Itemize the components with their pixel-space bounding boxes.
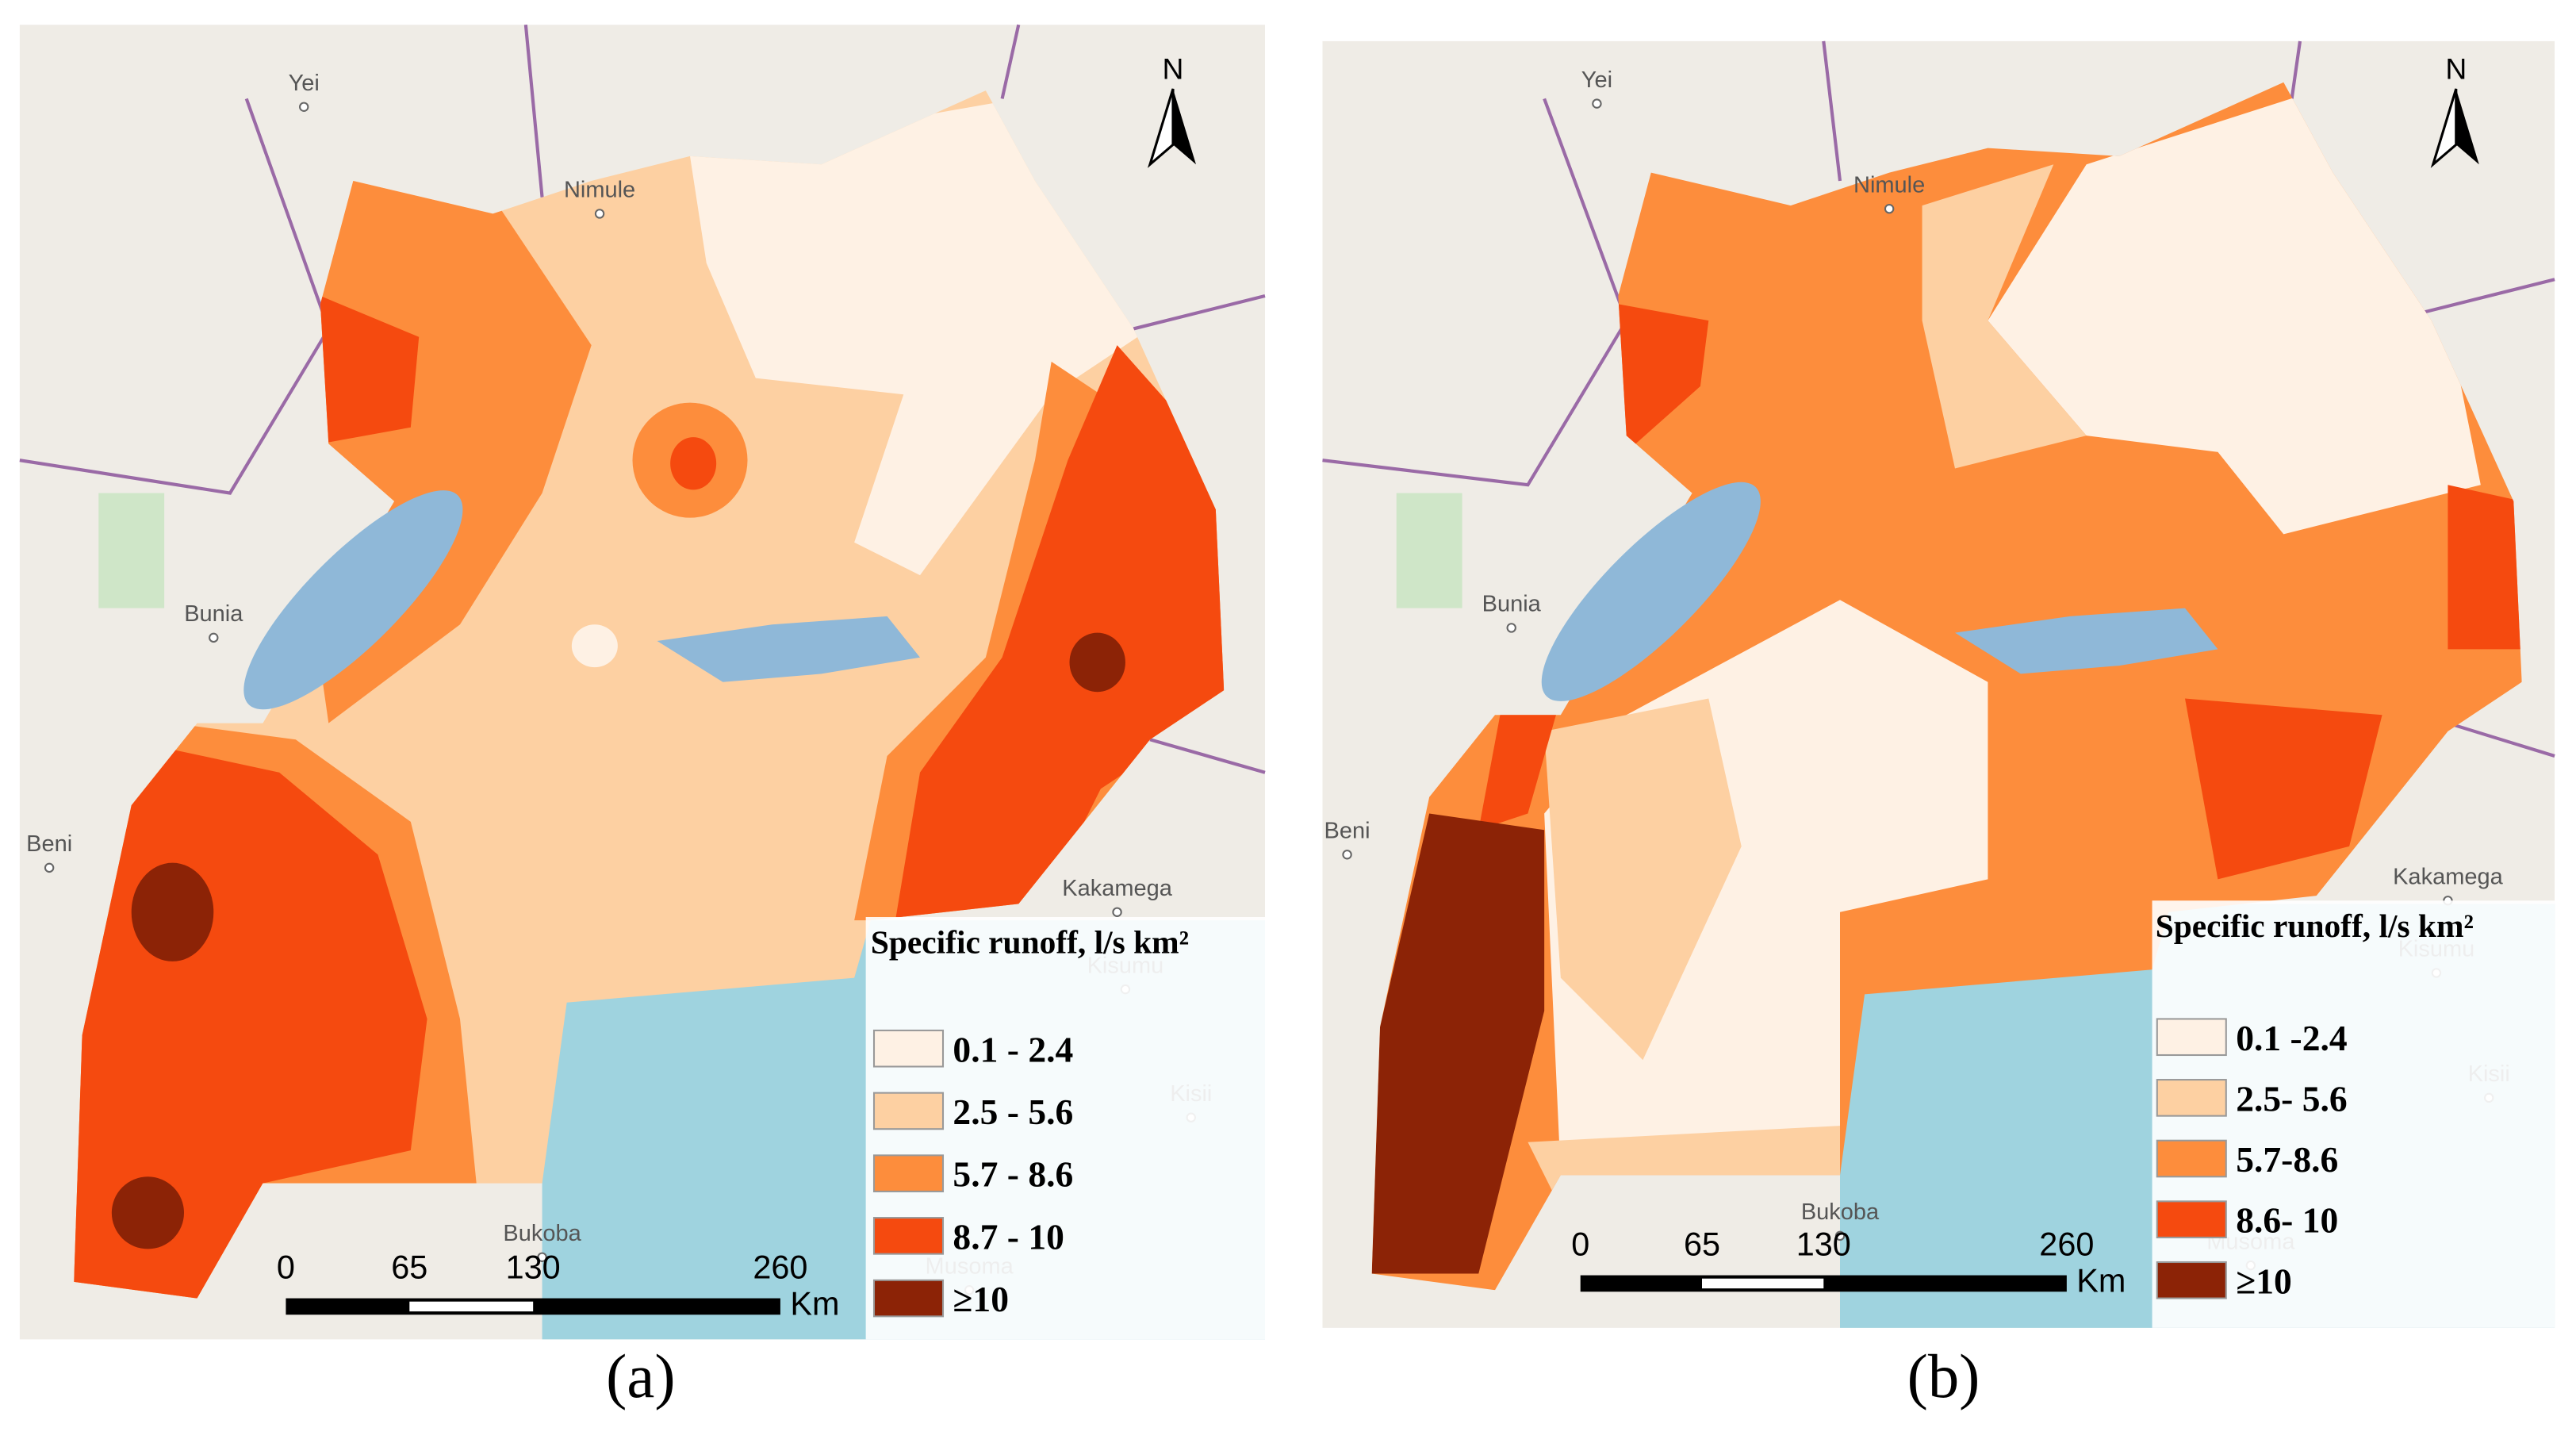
north-arrow [2455,89,2479,165]
place-dot [1342,850,1352,860]
place-dot [1884,204,1895,214]
zone [1478,698,1561,831]
park [1396,493,1462,608]
legend-swatch [2156,1200,2227,1238]
scale-label: 130 [506,1249,561,1286]
zone [111,1176,184,1249]
place-name: Bukoba [1801,1199,1880,1225]
legend-swatch [872,1217,945,1255]
scale-unit: Km [2076,1262,2126,1299]
lake-albert [1541,482,1761,701]
zone [1371,813,1545,1274]
legend-swatch [2156,1079,2227,1117]
legend-label: 0.1 - 2.4 [953,1029,1073,1069]
place-dot [299,102,309,113]
panel-label: (a) [606,1342,675,1411]
zone [131,862,214,961]
place-dot [209,632,219,643]
legend-label: 0.1 -2.4 [2236,1018,2347,1058]
zone [2448,485,2522,650]
lake-kyoga [657,616,920,682]
place-name: Beni [1324,819,1370,844]
scale-label: 65 [391,1249,427,1286]
scale-label: 260 [2039,1226,2094,1263]
place-dot [594,209,605,219]
legend-label: 5.7-8.6 [2236,1139,2338,1180]
legend-label: ≥10 [2236,1261,2292,1301]
place-name: Yei [289,71,320,96]
scale-label: 130 [1796,1226,1851,1263]
place-dot [1834,1230,1846,1242]
border [1322,40,2555,758]
zone [1544,698,1742,1061]
legend-label: 5.7 - 8.6 [953,1154,1073,1195]
scale-bar-gap [409,1301,534,1312]
place-name: Nimule [564,178,635,203]
legend-swatch [872,1092,945,1130]
place-dot [1592,98,1602,109]
scale-label: 0 [277,1249,295,1286]
lake-albert [243,490,463,710]
zone [690,98,1150,576]
border [19,24,1266,774]
legend-label: 2.5 - 5.6 [953,1092,1073,1132]
legend-swatch [2156,1261,2227,1299]
scale-label: 65 [1684,1226,1720,1263]
legend-label: 8.7 - 10 [953,1216,1064,1257]
place-name: Nimule [1853,172,1925,198]
legend-label: 8.6- 10 [2236,1200,2338,1241]
place-name: Kakamega [2393,865,2504,890]
scale-bar-gap [1702,1278,1824,1289]
legend-swatch [2156,1139,2227,1178]
place-name: Beni [26,831,72,857]
legend-swatch [2156,1018,2227,1057]
legend-label: ≥10 [953,1279,1009,1319]
north-label: N [1163,52,1184,86]
zone [1610,304,1709,452]
zone [895,345,1225,921]
north-label: N [2445,52,2467,86]
place-name: Bukoba [503,1221,581,1246]
legend-swatch [872,1279,945,1318]
place-name: Bunia [184,601,243,627]
place-dot [44,862,55,873]
place-name: Kakamega [1062,876,1173,901]
zone [1922,164,2087,469]
place-dot [1112,907,1122,918]
scale-label: 260 [753,1249,807,1286]
place-dot [537,1252,547,1263]
place-name: Bunia [1482,592,1542,617]
zone [670,437,717,490]
lake-kyoga [1955,608,2218,674]
north-arrow [1173,89,1196,165]
place-dot [1506,623,1516,633]
legend-title: Specific runoff, l/s km² [2156,908,2474,944]
zone [1069,632,1125,693]
zone [320,296,420,444]
place-name: Yei [1581,67,1612,93]
panel-label: (b) [1907,1342,1980,1411]
zone [74,723,427,1299]
scale-label: 0 [1571,1226,1589,1263]
legend-swatch [872,1154,945,1192]
zone [2185,698,2382,880]
legend-swatch [872,1029,945,1068]
scale-unit: Km [790,1285,839,1322]
legend-label: 2.5- 5.6 [2236,1078,2347,1119]
zone [571,624,618,668]
park [98,493,165,608]
legend-title: Specific runoff, l/s km² [871,924,1189,961]
